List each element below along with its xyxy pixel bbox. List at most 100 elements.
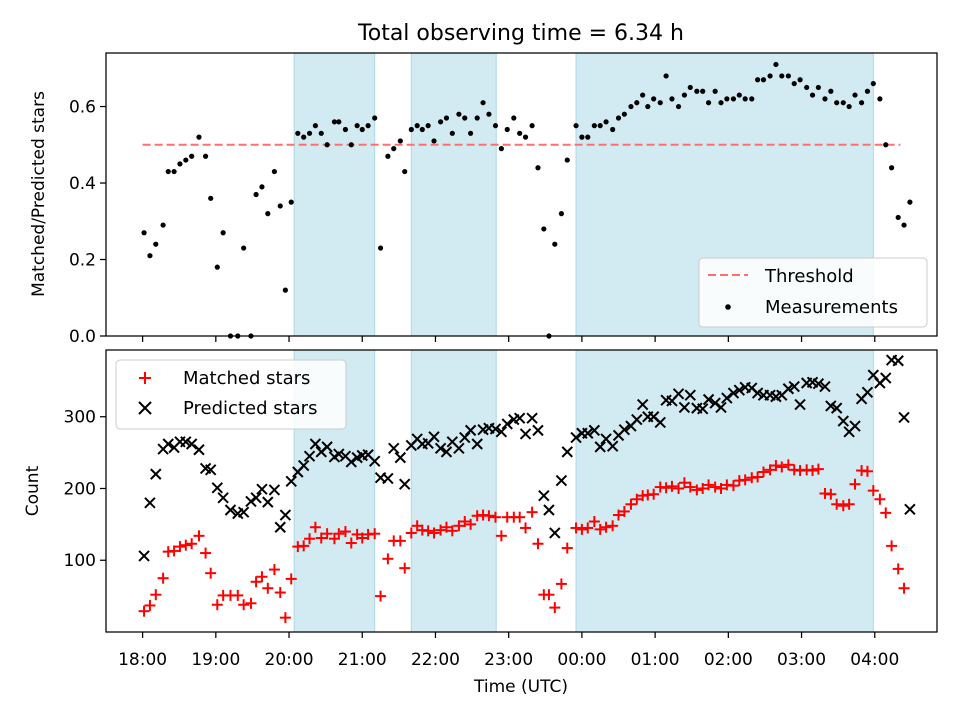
predicted-star-point [715, 401, 727, 414]
measurement-point [541, 226, 547, 232]
matched-star-point [892, 563, 904, 575]
y-tick-label: 0.4 [69, 174, 96, 194]
predicted-star-point [892, 355, 904, 367]
p2-y-axis: 100 200 300 [64, 408, 106, 571]
y-tick-label: 300 [64, 408, 96, 428]
legend-predicted-swatch [138, 401, 152, 415]
measurement-point [591, 123, 597, 129]
predicted-star-point [570, 431, 582, 444]
measurement-point [773, 61, 779, 68]
measurement-point [694, 88, 700, 94]
measurement-point [153, 241, 159, 247]
measurement-point [324, 142, 330, 148]
predicted-star-point [224, 504, 237, 516]
measurement-point [907, 199, 913, 205]
predicted-star-point [549, 527, 561, 539]
matched-star-point [831, 498, 843, 510]
predicted-star-point [303, 450, 316, 462]
matched-star-point [576, 523, 588, 535]
measurement-point [730, 96, 737, 102]
p1-plot-area [141, 61, 913, 339]
predicted-star-point [399, 478, 411, 490]
measurement-point [822, 96, 828, 102]
measurement-point [208, 195, 214, 201]
matched-star-point [285, 573, 297, 585]
legend-threshold-label: Threshold [764, 266, 854, 287]
observing-window [293, 52, 376, 337]
measurement-point [492, 123, 499, 129]
measurement-point [277, 203, 283, 209]
predicted-star-point [285, 475, 297, 488]
matched-star-point [345, 537, 357, 549]
p2-observing-windows [293, 349, 874, 633]
measurement-point [804, 84, 810, 91]
matched-star-point [727, 480, 739, 492]
measurement-point [558, 211, 565, 217]
matched-star-point [435, 524, 447, 536]
matched-star-point [526, 506, 538, 518]
predicted-star-point [471, 438, 483, 450]
predicted-star-point [830, 402, 843, 414]
measurement-point [718, 100, 724, 106]
p1-legend-box [698, 257, 928, 328]
measurement-point [755, 77, 761, 83]
measurement-point [700, 88, 706, 94]
measurement-point [705, 100, 712, 106]
matched-star-point [782, 459, 794, 471]
predicted-star-point [345, 456, 357, 468]
matched-star-point [543, 589, 555, 601]
predicted-star-point [382, 472, 394, 485]
matched-star-point [274, 587, 286, 599]
predicted-star-point [453, 442, 465, 455]
matched-star-point [321, 528, 333, 540]
legend-measurements-swatch [725, 304, 731, 310]
matched-star-point [256, 571, 268, 583]
x-tick-label: 20:00 [265, 650, 314, 670]
matched-star-point [459, 515, 471, 527]
measurement-point [760, 77, 767, 83]
predicted-star-point [204, 464, 217, 476]
predicted-star-point [555, 474, 568, 487]
p1-x-ticks [141, 336, 876, 342]
predicted-star-point [678, 401, 691, 414]
y-tick-label: 0.6 [69, 98, 96, 118]
predicted-star-point [279, 509, 292, 521]
measurement-point [573, 123, 579, 129]
measurement-point [840, 100, 846, 106]
measurement-point [681, 92, 688, 98]
measurement-point [318, 130, 324, 136]
matched-star-point [648, 488, 660, 500]
measurement-point [196, 134, 202, 140]
predicted-star-point [588, 424, 601, 437]
measurement-point [498, 146, 504, 152]
measurement-point [834, 100, 840, 106]
measurement-point [271, 168, 277, 175]
measurement-point [603, 119, 609, 125]
matched-star-point [570, 522, 582, 534]
matched-star-point [764, 464, 776, 476]
measurement-point [883, 142, 889, 148]
measurement-point [645, 103, 651, 110]
measurement-point [220, 230, 226, 236]
measurement-point [449, 130, 455, 136]
predicted-star-point [582, 427, 594, 439]
measurement-point [864, 88, 871, 94]
measurement-point [160, 222, 166, 228]
measurement-point [408, 126, 414, 133]
matched-star-point [298, 540, 310, 552]
matched-star-point [613, 509, 625, 521]
predicted-star-point [904, 503, 916, 516]
matched-star-point [880, 507, 892, 519]
measurement-point [241, 245, 247, 251]
legend-predicted-label: Predicted stars [183, 398, 317, 419]
matched-star-point [588, 515, 600, 527]
measurement-point [295, 130, 301, 136]
measurement-point [585, 134, 591, 140]
measurement-point [749, 96, 755, 102]
predicted-star-point [434, 442, 447, 455]
measurement-point [177, 161, 183, 167]
y-tick-label: 200 [64, 479, 96, 499]
predicted-star-point [526, 412, 538, 424]
measurement-point [852, 92, 858, 98]
measurement-point [354, 123, 360, 129]
